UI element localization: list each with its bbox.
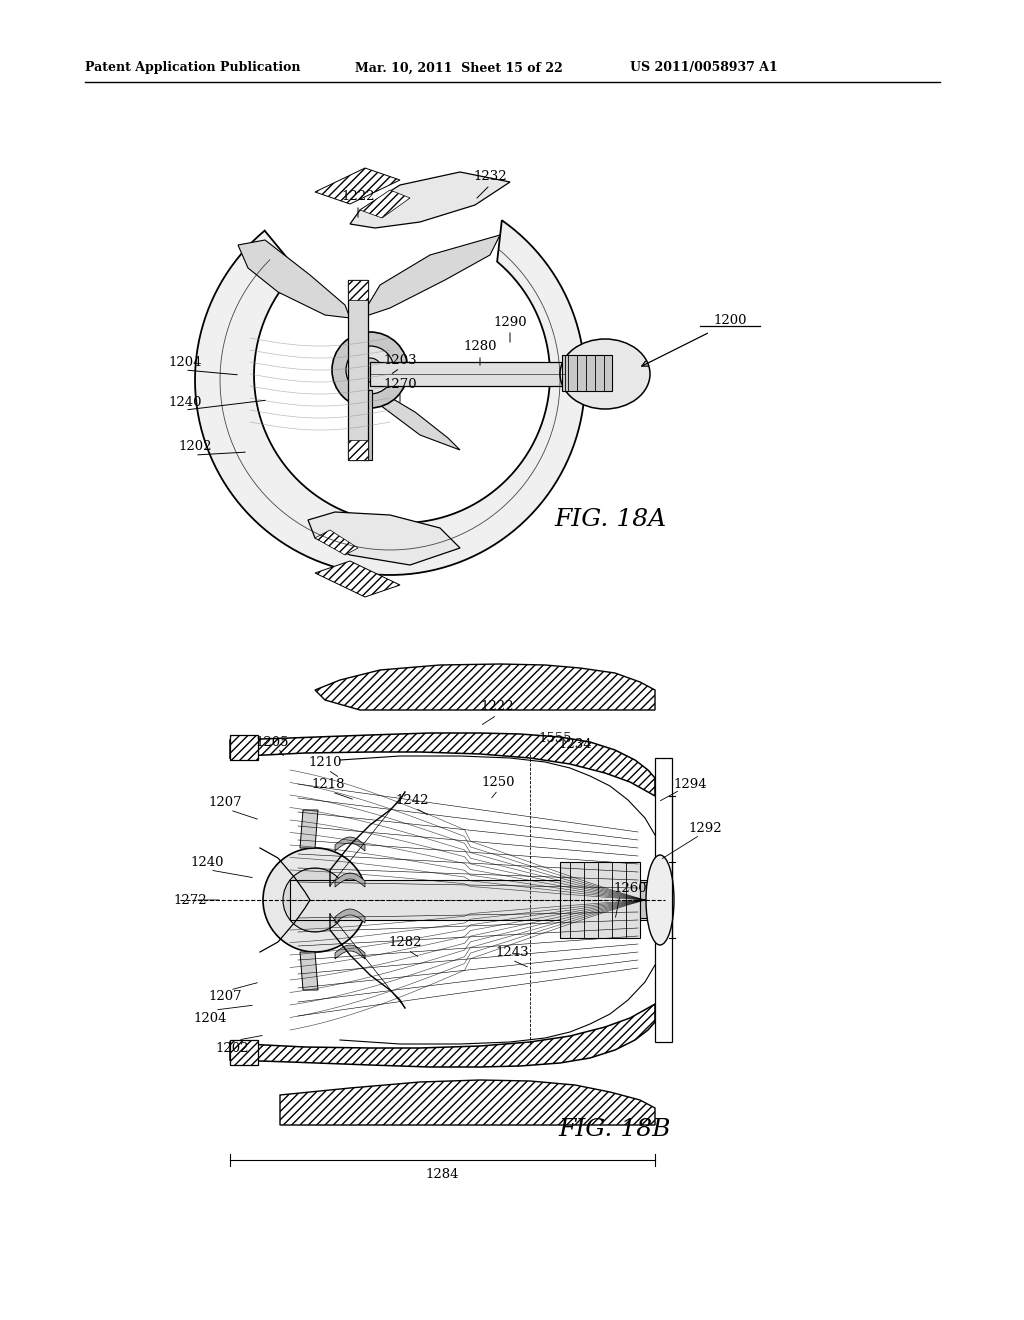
Text: 1202: 1202 bbox=[178, 441, 212, 454]
Text: 1218: 1218 bbox=[311, 779, 345, 792]
Text: 1555: 1555 bbox=[539, 731, 571, 744]
Polygon shape bbox=[335, 873, 365, 887]
Polygon shape bbox=[290, 880, 650, 920]
Ellipse shape bbox=[560, 339, 650, 409]
Polygon shape bbox=[640, 882, 662, 917]
Polygon shape bbox=[300, 952, 318, 990]
Circle shape bbox=[263, 847, 367, 952]
Text: US 2011/0058937 A1: US 2011/0058937 A1 bbox=[630, 62, 778, 74]
Polygon shape bbox=[655, 758, 672, 1041]
Text: 1203: 1203 bbox=[383, 354, 417, 367]
Polygon shape bbox=[230, 1040, 258, 1065]
Circle shape bbox=[283, 869, 347, 932]
Polygon shape bbox=[335, 945, 365, 960]
Circle shape bbox=[358, 358, 382, 381]
Polygon shape bbox=[562, 355, 612, 391]
Polygon shape bbox=[195, 220, 585, 576]
Polygon shape bbox=[360, 235, 500, 318]
Polygon shape bbox=[315, 664, 655, 710]
Text: 1260: 1260 bbox=[613, 882, 647, 895]
Text: 1234: 1234 bbox=[558, 738, 592, 751]
Text: 1282: 1282 bbox=[388, 936, 422, 949]
Polygon shape bbox=[560, 862, 640, 939]
Text: 1240: 1240 bbox=[168, 396, 202, 408]
Polygon shape bbox=[360, 190, 410, 218]
Polygon shape bbox=[300, 810, 318, 847]
Text: 1270: 1270 bbox=[383, 378, 417, 391]
Text: Mar. 10, 2011  Sheet 15 of 22: Mar. 10, 2011 Sheet 15 of 22 bbox=[355, 62, 563, 74]
Circle shape bbox=[332, 333, 408, 408]
Polygon shape bbox=[230, 735, 258, 760]
Ellipse shape bbox=[646, 855, 674, 945]
Text: 1210: 1210 bbox=[308, 756, 342, 770]
Text: Patent Application Publication: Patent Application Publication bbox=[85, 62, 300, 74]
Text: 1242: 1242 bbox=[395, 795, 429, 808]
Polygon shape bbox=[348, 280, 368, 300]
Text: 1202: 1202 bbox=[215, 1041, 249, 1055]
Polygon shape bbox=[350, 172, 510, 228]
Polygon shape bbox=[315, 561, 400, 597]
Polygon shape bbox=[308, 512, 460, 565]
Polygon shape bbox=[362, 389, 372, 459]
Text: 1290: 1290 bbox=[494, 315, 526, 329]
Text: 1284: 1284 bbox=[425, 1168, 459, 1181]
Text: FIG. 18B: FIG. 18B bbox=[559, 1118, 672, 1142]
Text: 1205: 1205 bbox=[255, 735, 289, 748]
Text: 1207: 1207 bbox=[208, 990, 242, 1003]
Text: 1272: 1272 bbox=[173, 894, 207, 907]
Text: 1243: 1243 bbox=[496, 946, 528, 960]
Polygon shape bbox=[348, 280, 368, 459]
Text: 1222: 1222 bbox=[341, 190, 375, 203]
Text: 1250: 1250 bbox=[481, 776, 515, 789]
Polygon shape bbox=[348, 440, 368, 459]
Circle shape bbox=[346, 346, 394, 393]
Polygon shape bbox=[335, 837, 365, 851]
Polygon shape bbox=[370, 362, 565, 385]
Text: 1204: 1204 bbox=[168, 355, 202, 368]
Text: 1240: 1240 bbox=[190, 857, 224, 870]
Text: 1207: 1207 bbox=[208, 796, 242, 809]
Polygon shape bbox=[238, 240, 350, 318]
Polygon shape bbox=[335, 909, 365, 923]
Polygon shape bbox=[230, 733, 655, 796]
Text: FIG. 18A: FIG. 18A bbox=[554, 508, 666, 532]
Text: 1222: 1222 bbox=[480, 701, 514, 714]
Polygon shape bbox=[230, 1005, 655, 1067]
Polygon shape bbox=[280, 1080, 655, 1125]
Polygon shape bbox=[360, 375, 460, 450]
Polygon shape bbox=[315, 531, 358, 554]
Text: 1280: 1280 bbox=[463, 341, 497, 354]
Text: 1232: 1232 bbox=[473, 170, 507, 183]
Text: 1200: 1200 bbox=[714, 314, 746, 326]
Polygon shape bbox=[315, 168, 400, 205]
Text: 1204: 1204 bbox=[194, 1011, 226, 1024]
Text: 1294: 1294 bbox=[673, 777, 707, 791]
Text: 1292: 1292 bbox=[688, 821, 722, 834]
